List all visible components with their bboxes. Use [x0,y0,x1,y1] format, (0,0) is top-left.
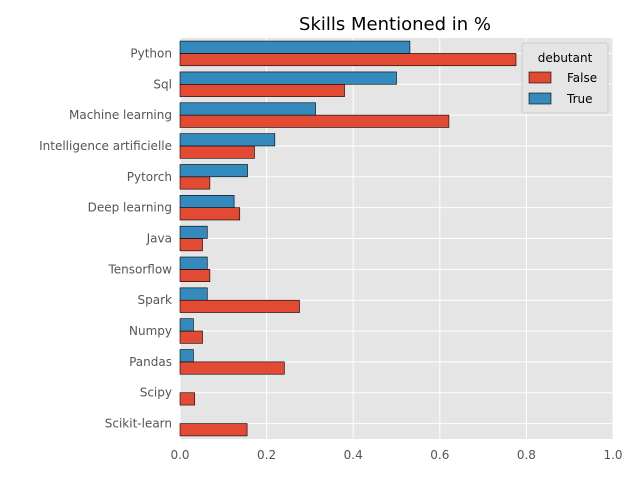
bar-true [179,164,248,178]
bar-true [179,225,208,239]
y-tick-label: Scipy [140,386,172,400]
bar-false [179,330,203,344]
y-tick-label: Python [130,46,172,60]
y-tick-label: Deep learning [88,201,172,215]
bar-false [179,145,255,159]
y-tick-label: Tensorflow [107,262,172,276]
x-tick-label: 0.4 [344,448,363,462]
x-tick-label: 0.6 [430,448,449,462]
bar-false [179,176,211,190]
bar-true [179,40,411,54]
legend: debutant False True [521,42,609,114]
bar-false [179,114,450,128]
bar-false [179,299,300,313]
bar-true [179,318,194,332]
y-tick-label: Numpy [129,324,172,338]
x-tick-labels: 0.0 0.2 0.4 0.6 0.8 1.0 [170,448,622,462]
bar-true [179,195,235,208]
bar-false [179,392,196,406]
bar-false [179,83,345,97]
bar-false [179,361,285,375]
legend-label: False [567,71,597,85]
bar-false [179,423,248,437]
y-tick-label: Scikit-learn [105,417,172,431]
y-tick-label: Sql [153,77,172,91]
y-tick-label: Machine learning [69,108,172,122]
y-tick-label: Spark [138,293,173,307]
y-tick-label: Pandas [129,355,172,369]
chart-title: Skills Mentioned in % [299,14,491,35]
x-tick-label: 0.2 [257,448,276,462]
bar-true [179,256,208,270]
legend-title: debutant [538,51,593,65]
y-tick-labels: Python Sql Machine learning Intelligence ar… [39,46,172,430]
bar-false [179,53,517,67]
bar-true [179,349,194,363]
y-tick-label: Pytorch [127,170,172,184]
bar-true [179,287,208,301]
bar-true [179,133,276,147]
bar-false [179,238,203,252]
legend-label: True [566,92,593,106]
legend-swatch [528,71,552,84]
bar-false [179,207,241,221]
bars-group [179,40,517,437]
x-tick-label: 1.0 [603,448,622,462]
legend-swatch [528,92,552,105]
y-tick-label: Intelligence artificielle [39,139,172,153]
bar-false [179,269,211,282]
bar-true [179,71,397,85]
y-tick-label: Java [146,232,172,246]
x-tick-label: 0.0 [170,448,189,462]
x-tick-label: 0.8 [517,448,536,462]
bar-true [179,102,316,116]
